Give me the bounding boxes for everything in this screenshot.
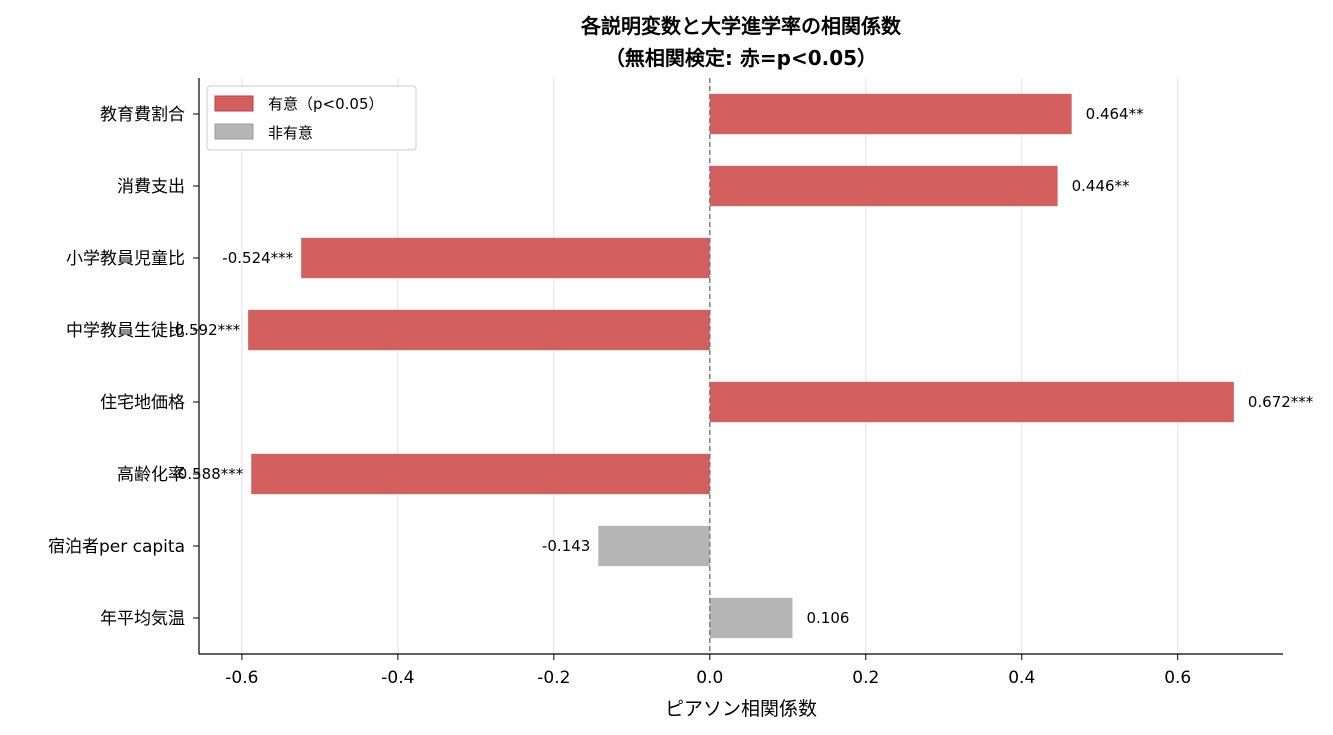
x-tick-label: -0.6 — [225, 668, 258, 688]
legend: 有意（p<0.05） 非有意 — [206, 85, 417, 151]
labels-layer: 教育費割合 0.464** 消費支出 0.446** 小学教員児童比 -0.524*** 中… — [48, 105, 1314, 629]
legend-label-not-significant: 非有意 — [268, 124, 313, 142]
data-label: -0.524*** — [222, 249, 293, 267]
category-label: 小学教員児童比 — [66, 249, 185, 269]
bar — [709, 597, 793, 639]
x-tick-label: 0.4 — [1008, 668, 1035, 688]
legend-box — [206, 85, 417, 151]
data-label: -0.143 — [542, 537, 590, 555]
bar — [301, 237, 710, 279]
data-label: -0.592*** — [169, 321, 240, 339]
x-tick-label: 0.2 — [852, 668, 879, 688]
x-tick-label: -0.4 — [381, 668, 414, 688]
data-label: 0.464** — [1086, 105, 1144, 123]
chart-subtitle: （無相関検定: 赤=p<0.05） — [605, 46, 877, 70]
bars-layer — [248, 93, 1234, 639]
bar — [709, 381, 1234, 423]
bar — [709, 93, 1072, 135]
x-tick-label: 0.6 — [1164, 668, 1191, 688]
bar — [709, 165, 1058, 207]
category-label: 教育費割合 — [100, 105, 185, 125]
category-label: 宿泊者per capita — [48, 537, 185, 557]
data-label: -0.588*** — [172, 465, 243, 483]
x-tick-label: 0.0 — [696, 668, 723, 688]
category-label: 年平均気温 — [100, 609, 185, 629]
chart-title: 各説明変数と大学進学率の相関係数 — [580, 14, 902, 38]
data-label: 0.672*** — [1248, 393, 1314, 411]
legend-label-significant: 有意（p<0.05） — [268, 95, 384, 113]
bar — [248, 309, 710, 351]
legend-swatch-not-significant — [214, 123, 254, 140]
x-tick-label: -0.2 — [537, 668, 570, 688]
category-label: 高齢化率 — [117, 465, 185, 485]
axes-layer: -0.6 -0.4 -0.2 0.0 0.2 0.4 0.6 — [193, 78, 1283, 688]
x-axis-label: ピアソン相関係数 — [665, 698, 817, 720]
bar — [598, 525, 710, 567]
category-label: 消費支出 — [117, 177, 185, 197]
legend-swatch-significant — [214, 95, 254, 112]
data-label: 0.446** — [1072, 177, 1130, 195]
bar — [251, 453, 710, 495]
data-label: 0.106 — [806, 609, 849, 627]
category-label: 住宅地価格 — [100, 393, 185, 413]
category-label: 中学教員生徒比 — [66, 321, 185, 341]
